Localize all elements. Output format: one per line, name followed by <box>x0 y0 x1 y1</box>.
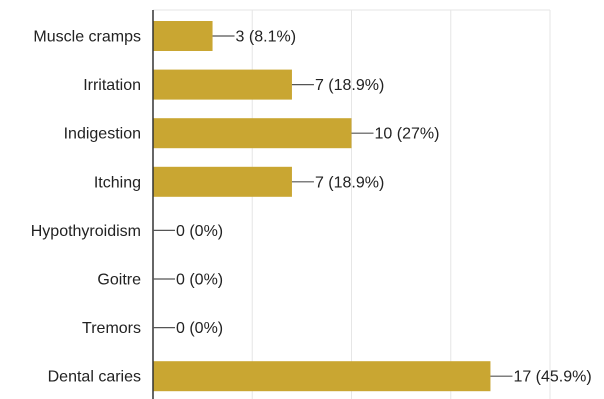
category-tick-label: Tremors <box>82 320 141 337</box>
data-label: 0 (0%) <box>176 223 223 240</box>
grid-layer <box>153 9 551 399</box>
bar[interactable] <box>153 361 491 392</box>
bar[interactable] <box>153 69 292 100</box>
category-tick-label: Itching <box>94 174 141 191</box>
data-label: 17 (45.9%) <box>513 369 591 386</box>
bar[interactable] <box>153 21 213 51</box>
data-label: 0 (0%) <box>176 272 223 289</box>
data-label: 3 (8.1%) <box>236 29 296 46</box>
labels-layer: 3 (8.1%) Muscle cramps 7 (18.9%) Irritation… <box>31 29 592 386</box>
data-label: 0 (0%) <box>176 320 223 337</box>
bars-layer <box>153 21 491 392</box>
bar[interactable] <box>153 166 292 197</box>
category-tick-label: Goitre <box>97 272 141 289</box>
category-tick-label: Indigestion <box>64 126 141 143</box>
category-tick-label: Irritation <box>83 77 141 94</box>
bar[interactable] <box>153 118 352 149</box>
data-label: 10 (27%) <box>375 126 440 143</box>
data-label: 7 (18.9%) <box>315 174 384 191</box>
category-tick-label: Muscle cramps <box>33 29 141 46</box>
data-label: 7 (18.9%) <box>315 77 384 94</box>
category-tick-label: Hypothyroidism <box>31 223 141 240</box>
category-tick-label: Dental caries <box>48 369 141 386</box>
